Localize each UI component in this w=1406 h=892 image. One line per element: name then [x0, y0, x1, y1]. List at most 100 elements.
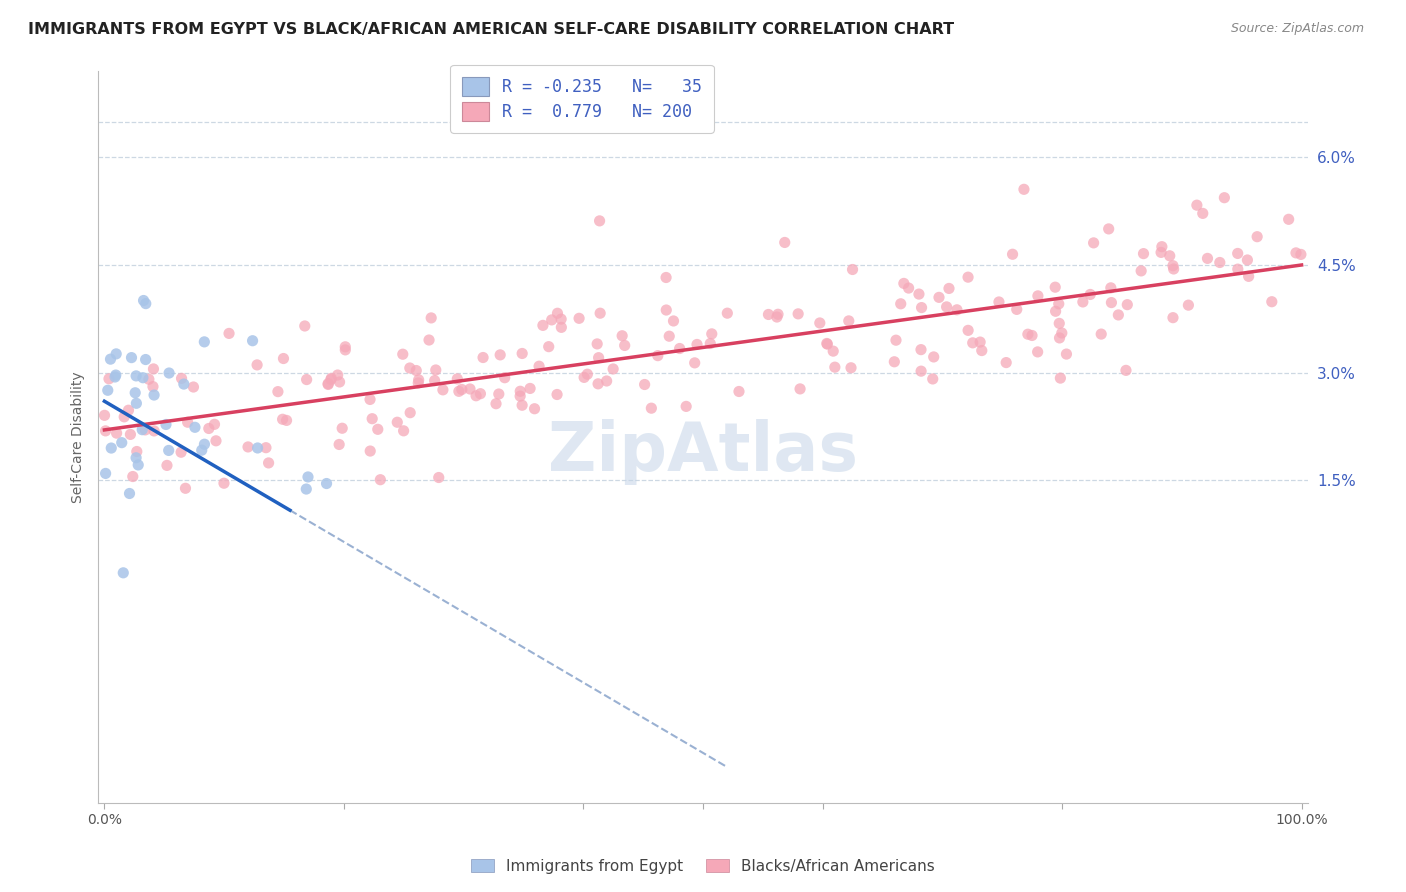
Point: [157, 366, 180, 380]
Point: [509, 384, 531, 399]
Point: [494, 370, 516, 384]
Point: [823, 344, 845, 359]
Point: [399, 406, 422, 420]
Point: [458, 382, 481, 396]
Point: [928, 290, 950, 304]
Point: [170, 371, 193, 385]
Point: [105, 426, 128, 441]
Point: [890, 297, 912, 311]
Point: [470, 386, 492, 401]
Point: [1071, 294, 1094, 309]
Point: [1054, 347, 1077, 361]
Point: [472, 351, 495, 365]
Point: [1107, 308, 1129, 322]
Point: [173, 377, 195, 392]
Point: [316, 377, 339, 392]
Point: [1050, 326, 1073, 340]
Point: [1116, 298, 1139, 312]
Point: [127, 458, 149, 472]
Point: [204, 417, 226, 432]
Point: [1026, 345, 1049, 359]
Point: [838, 314, 860, 328]
Point: [155, 417, 177, 432]
Point: [1017, 327, 1039, 342]
Point: [910, 301, 932, 315]
Point: [589, 306, 612, 320]
Point: [716, 306, 738, 320]
Point: [405, 363, 427, 377]
Point: [104, 368, 127, 382]
Point: [1289, 247, 1312, 261]
Point: [118, 486, 141, 500]
Point: [142, 379, 165, 393]
Point: [273, 351, 295, 366]
Point: [1213, 191, 1236, 205]
Point: [134, 423, 156, 437]
Point: [446, 372, 468, 386]
Point: [510, 346, 533, 360]
Point: [969, 334, 991, 349]
Point: [257, 456, 280, 470]
Point: [1083, 235, 1105, 250]
Point: [658, 329, 681, 343]
Point: [1026, 289, 1049, 303]
Point: [938, 281, 960, 295]
Point: [884, 333, 907, 347]
Point: [142, 362, 165, 376]
Point: [547, 306, 569, 320]
Point: [1191, 206, 1213, 220]
Point: [1049, 331, 1071, 345]
Point: [98, 372, 121, 386]
Point: [315, 476, 337, 491]
Point: [328, 437, 350, 451]
Point: [105, 347, 128, 361]
Point: [276, 413, 298, 427]
Point: [789, 382, 811, 396]
Point: [1047, 317, 1070, 331]
Point: [432, 383, 454, 397]
Point: [294, 318, 316, 333]
Point: [509, 389, 531, 403]
Point: [1161, 259, 1184, 273]
Point: [125, 396, 148, 410]
Point: [193, 334, 215, 349]
Point: [295, 482, 318, 496]
Point: [391, 347, 413, 361]
Point: [572, 370, 595, 384]
Point: [170, 445, 193, 459]
Point: [1285, 246, 1308, 260]
Text: Source: ZipAtlas.com: Source: ZipAtlas.com: [1230, 22, 1364, 36]
Point: [1246, 229, 1268, 244]
Point: [962, 335, 984, 350]
Point: [125, 444, 148, 458]
Point: [132, 370, 155, 384]
Text: IMMIGRANTS FROM EGYPT VS BLACK/AFRICAN AMERICAN SELF-CARE DISABILITY CORRELATION: IMMIGRANTS FROM EGYPT VS BLACK/AFRICAN A…: [28, 22, 955, 37]
Point: [125, 450, 148, 465]
Point: [510, 398, 533, 412]
Point: [406, 376, 429, 390]
Point: [489, 348, 512, 362]
Point: [787, 307, 810, 321]
Point: [488, 387, 510, 401]
Point: [910, 364, 932, 378]
Point: [568, 311, 591, 326]
Point: [957, 270, 980, 285]
Point: [773, 235, 796, 250]
Point: [156, 458, 179, 473]
Point: [176, 415, 198, 429]
Point: [398, 361, 420, 376]
Point: [121, 351, 143, 365]
Point: [640, 401, 662, 416]
Legend: R = -0.235   N=   35, R =  0.779   N= 200: R = -0.235 N= 35, R = 0.779 N= 200: [450, 65, 714, 133]
Point: [335, 340, 357, 354]
Point: [330, 421, 353, 435]
Point: [1130, 264, 1153, 278]
Point: [1159, 249, 1181, 263]
Point: [1226, 262, 1249, 277]
Point: [841, 262, 863, 277]
Point: [922, 350, 945, 364]
Point: [100, 441, 122, 455]
Point: [316, 376, 339, 391]
Point: [271, 412, 294, 426]
Point: [815, 336, 838, 351]
